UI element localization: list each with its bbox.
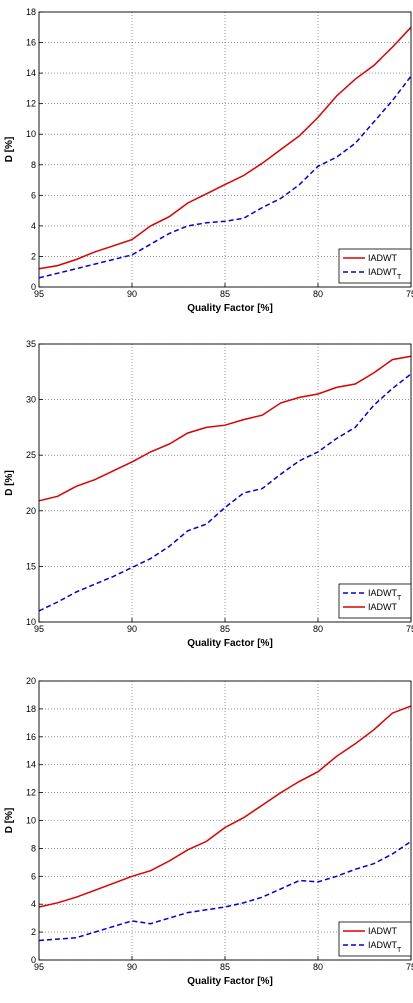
series-line-iadwt-t bbox=[38, 75, 412, 279]
y-tick-label: 25 bbox=[26, 450, 36, 460]
axes-box bbox=[38, 11, 412, 288]
legend-label-name: IADWT bbox=[368, 602, 397, 612]
x-axis-label: Quality Factor [%] bbox=[187, 303, 273, 314]
x-tick-label: 90 bbox=[127, 962, 137, 972]
y-tick-label: 8 bbox=[31, 160, 36, 170]
legend-label-subscript: T bbox=[397, 274, 402, 281]
y-tick-label: 16 bbox=[26, 38, 36, 48]
y-tick-label: 6 bbox=[31, 190, 36, 200]
x-tick-label: 90 bbox=[127, 289, 137, 299]
legend-label-subscript: T bbox=[397, 595, 402, 602]
series-line-iadwt bbox=[38, 355, 412, 502]
series-line-iadwt-t bbox=[38, 840, 412, 942]
legend-label: IADWT bbox=[368, 926, 397, 936]
y-axis-label: D [%] bbox=[4, 808, 15, 834]
chart-1: 95 90 85 80 75 0 2 4 6 8 10 12 14 16 18 Quality Factor … bbox=[4, 7, 413, 314]
y-tick-label: 14 bbox=[26, 68, 36, 78]
x-tick-label: 95 bbox=[34, 289, 44, 299]
y-tick-label: 6 bbox=[31, 871, 36, 881]
y-tick-label: 8 bbox=[31, 843, 36, 853]
legend-label-name: IADWT bbox=[368, 588, 397, 598]
y-tick-label: 2 bbox=[31, 927, 36, 937]
series-line-iadwt-t bbox=[38, 373, 412, 612]
legend-box bbox=[338, 583, 412, 619]
y-tick-label: 0 bbox=[31, 955, 36, 965]
y-tick-label: 15 bbox=[26, 561, 36, 571]
y-tick-label: 10 bbox=[26, 129, 36, 139]
x-axis-label: Quality Factor [%] bbox=[187, 976, 273, 987]
x-tick-label: 85 bbox=[220, 624, 230, 634]
x-tick-label: 75 bbox=[406, 624, 413, 634]
y-tick-label: 30 bbox=[26, 395, 36, 405]
y-tick-label: 4 bbox=[31, 221, 36, 231]
x-tick-label: 80 bbox=[313, 624, 323, 634]
x-tick-label: 95 bbox=[34, 624, 44, 634]
y-tick-label: 20 bbox=[26, 506, 36, 516]
legend-box bbox=[338, 921, 412, 957]
y-tick-label: 10 bbox=[26, 816, 36, 826]
x-tick-label: 80 bbox=[313, 962, 323, 972]
y-tick-label: 4 bbox=[31, 899, 36, 909]
x-tick-label: 75 bbox=[406, 289, 413, 299]
x-axis-label: Quality Factor [%] bbox=[187, 638, 273, 649]
x-tick-label: 85 bbox=[220, 962, 230, 972]
legend-label: IADWTT bbox=[368, 940, 402, 954]
chart-3: 95 90 85 80 75 0 2 4 6 8 10 12 14 16 18 20 Quality Facto… bbox=[4, 676, 413, 987]
y-tick-label: 16 bbox=[26, 732, 36, 742]
legend-label: IADWT bbox=[368, 253, 397, 263]
legend-label-subscript: T bbox=[397, 947, 402, 954]
y-tick-label: 10 bbox=[26, 617, 36, 627]
legend-label: IADWT bbox=[368, 602, 397, 612]
legend-label-name: IADWT bbox=[368, 940, 397, 950]
x-tick-label: 95 bbox=[34, 962, 44, 972]
y-tick-label: 18 bbox=[26, 7, 36, 17]
plot-area bbox=[39, 12, 411, 287]
legend-label-name: IADWT bbox=[368, 253, 397, 263]
x-tick-label: 75 bbox=[406, 962, 413, 972]
y-axis-label: D [%] bbox=[4, 137, 15, 163]
x-tick-label: 85 bbox=[220, 289, 230, 299]
y-tick-label: 18 bbox=[26, 704, 36, 714]
axes-box bbox=[38, 343, 412, 623]
y-tick-label: 14 bbox=[26, 760, 36, 770]
legend-label: IADWTT bbox=[368, 588, 402, 602]
series-line-iadwt bbox=[38, 26, 412, 270]
y-tick-label: 35 bbox=[26, 339, 36, 349]
series-line-iadwt bbox=[38, 705, 412, 908]
legend-label-name: IADWT bbox=[368, 267, 397, 277]
chart-2: 95 90 85 80 75 10 15 20 25 30 35 Quality Factor [%]… bbox=[4, 339, 413, 649]
axes-box bbox=[38, 680, 412, 961]
x-tick-label: 80 bbox=[313, 289, 323, 299]
y-tick-label: 12 bbox=[26, 788, 36, 798]
legend-box bbox=[338, 248, 412, 284]
y-tick-label: 2 bbox=[31, 251, 36, 261]
y-axis-label: D [%] bbox=[4, 470, 15, 496]
legend-label-name: IADWT bbox=[368, 926, 397, 936]
y-tick-label: 20 bbox=[26, 676, 36, 686]
legend-label: IADWTT bbox=[368, 267, 402, 281]
y-tick-label: 0 bbox=[31, 282, 36, 292]
x-tick-label: 90 bbox=[127, 624, 137, 634]
y-tick-label: 12 bbox=[26, 99, 36, 109]
